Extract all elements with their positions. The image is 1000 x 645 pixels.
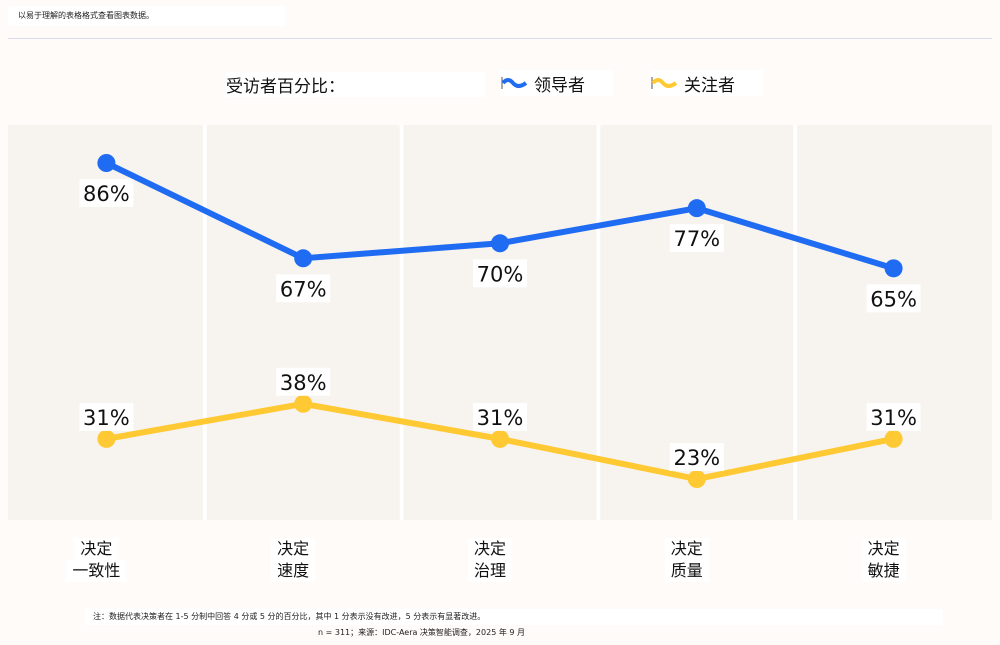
data-label-bg xyxy=(79,179,134,207)
data-label-bg xyxy=(473,259,527,288)
data-label-bg xyxy=(669,224,724,253)
data-point xyxy=(294,249,313,268)
legend-title: 受访者百分比： xyxy=(226,72,485,97)
data-point xyxy=(491,429,509,448)
category-label-line: 决定 xyxy=(861,538,906,560)
data-label-bg xyxy=(276,274,331,303)
data-label-bg xyxy=(866,284,921,313)
view-as-table-note[interactable]: 以易于理解的表格格式查看图表数据。 xyxy=(8,6,286,26)
category-label-line: 治理 xyxy=(467,560,512,582)
data-label: 86% xyxy=(83,182,130,206)
wave-line-icon xyxy=(651,77,678,89)
data-label: 31% xyxy=(477,406,524,430)
category-label-line: 决定 xyxy=(74,538,119,560)
category-label-line: 决定 xyxy=(467,538,512,560)
category-label-line: 决定 xyxy=(664,538,709,560)
data-point xyxy=(491,234,509,253)
category-label-line: 质量 xyxy=(664,560,709,582)
category-label-line: 决定 xyxy=(271,538,316,560)
data-label-bg xyxy=(276,367,331,396)
divider xyxy=(8,38,992,39)
data-label: 31% xyxy=(83,406,130,430)
legend-item-leaders: 领导者 xyxy=(500,70,613,96)
data-point xyxy=(884,259,903,278)
category-label-line: 敏捷 xyxy=(861,560,906,582)
data-label: 38% xyxy=(280,371,327,395)
footnote: 注：数据代表决策者在 1-5 分制中回答 4 分或 5 分的百分比，其中 1 分… xyxy=(85,609,943,625)
data-label-bg xyxy=(79,402,134,431)
data-label: 67% xyxy=(280,277,327,301)
category-label: 决定 速度 xyxy=(238,538,348,582)
source-note: n = 311；来源：IDC-Aera 决策智能调查，2025 年 9 月 xyxy=(318,628,526,637)
data-label-bg xyxy=(866,402,921,431)
legend-label: 领导者 xyxy=(534,75,585,96)
category-label: 决定 一致性 xyxy=(41,538,151,582)
category-label: 决定 质量 xyxy=(632,538,742,582)
legend-label: 关注者 xyxy=(684,75,735,96)
data-label: 70% xyxy=(477,262,524,286)
category-label: 决定 治理 xyxy=(435,538,545,582)
data-label: 77% xyxy=(673,227,720,251)
legend: 受访者百分比： 领导者 关注者 xyxy=(0,70,1000,100)
category-label-line: 一致性 xyxy=(66,560,127,582)
data-point xyxy=(97,154,116,172)
data-label-bg xyxy=(473,402,527,431)
data-point xyxy=(97,429,116,448)
data-label: 31% xyxy=(870,406,917,430)
data-label-bg xyxy=(669,443,724,472)
data-point xyxy=(294,394,313,413)
data-point xyxy=(687,199,706,218)
legend-item-followers: 关注者 xyxy=(650,70,763,96)
data-label: 65% xyxy=(870,287,917,311)
data-point xyxy=(687,470,706,489)
data-point xyxy=(884,429,903,448)
data-label: 23% xyxy=(673,446,720,470)
category-label-line: 速度 xyxy=(271,560,316,582)
category-label: 决定 敏捷 xyxy=(829,538,939,582)
wave-line-icon xyxy=(501,77,528,89)
